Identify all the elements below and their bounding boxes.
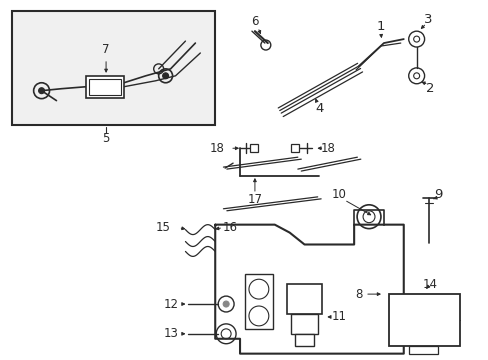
Text: 10: 10 — [331, 188, 346, 201]
Bar — [388, 294, 459, 346]
Circle shape — [163, 73, 168, 79]
Text: 14: 14 — [422, 278, 437, 291]
Bar — [244, 274, 272, 329]
Bar — [89, 79, 121, 95]
Text: 9: 9 — [433, 188, 442, 201]
Text: 7: 7 — [102, 42, 110, 55]
Text: 17: 17 — [247, 193, 262, 206]
Bar — [12, 11, 215, 125]
Bar — [86, 76, 123, 98]
Text: 4: 4 — [315, 102, 323, 115]
Circle shape — [39, 88, 44, 94]
Text: 1: 1 — [376, 20, 385, 33]
Text: 16: 16 — [222, 221, 237, 234]
Text: 13: 13 — [163, 327, 178, 340]
Bar — [249, 144, 257, 152]
Bar — [290, 144, 298, 152]
Text: 3: 3 — [424, 13, 432, 26]
Bar — [290, 314, 318, 334]
Text: 8: 8 — [355, 288, 362, 301]
Text: 5: 5 — [102, 132, 109, 145]
Bar — [408, 346, 438, 354]
Circle shape — [223, 301, 229, 307]
Text: 18: 18 — [209, 142, 224, 155]
Bar — [294, 334, 314, 346]
Bar — [286, 284, 322, 314]
Text: 15: 15 — [155, 221, 170, 234]
Text: 2: 2 — [426, 82, 434, 95]
Text: 11: 11 — [331, 310, 346, 323]
Text: 18: 18 — [320, 142, 335, 155]
Text: 12: 12 — [163, 297, 178, 311]
Text: 6: 6 — [251, 15, 258, 28]
